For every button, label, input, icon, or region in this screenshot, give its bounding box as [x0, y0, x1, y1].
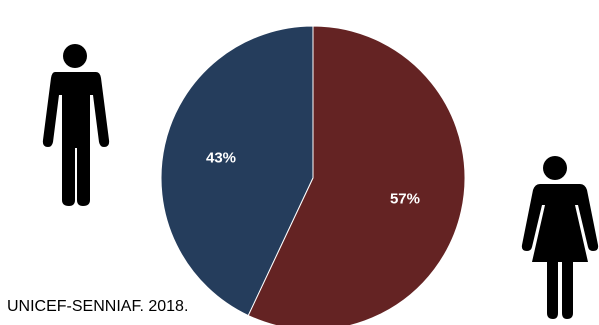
pie-label-57: 57% [390, 191, 420, 208]
source-note: UNICEF-SENNIAF. 2018. [7, 298, 189, 315]
female-figure-icon [521, 156, 599, 319]
pie-slice-43 [160, 25, 314, 317]
pie-chart: 43% 57% [160, 25, 466, 325]
pie-label-43: 43% [206, 149, 236, 166]
male-figure-icon [42, 44, 110, 206]
pie-slice-57 [247, 25, 466, 325]
